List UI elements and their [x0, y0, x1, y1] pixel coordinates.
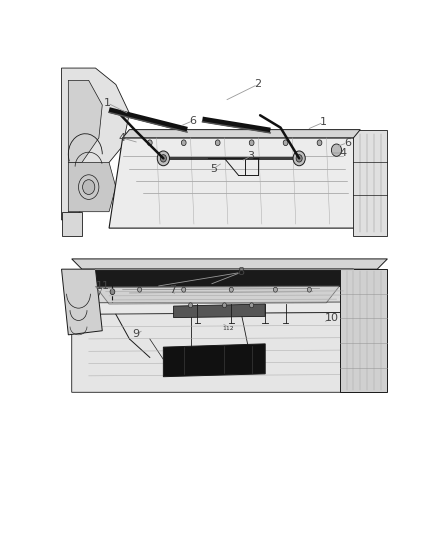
Polygon shape [109, 138, 367, 228]
Text: 9: 9 [133, 329, 140, 339]
Circle shape [160, 155, 166, 162]
Circle shape [249, 140, 254, 146]
Text: 11: 11 [96, 281, 110, 292]
Text: 3: 3 [247, 151, 254, 161]
Circle shape [138, 287, 141, 292]
Polygon shape [95, 286, 353, 303]
Circle shape [296, 155, 302, 162]
Polygon shape [61, 269, 102, 335]
Circle shape [188, 303, 193, 308]
Circle shape [250, 303, 254, 308]
Text: 7: 7 [170, 285, 177, 295]
Text: 1: 1 [320, 117, 327, 127]
Text: 8: 8 [237, 268, 244, 278]
Polygon shape [72, 286, 381, 315]
Circle shape [317, 140, 322, 146]
Circle shape [157, 151, 170, 166]
Text: 4: 4 [118, 133, 126, 143]
Text: 2: 2 [254, 79, 261, 90]
Polygon shape [353, 130, 387, 236]
Text: 6: 6 [344, 138, 351, 148]
Text: 6: 6 [190, 116, 197, 126]
Polygon shape [72, 312, 381, 392]
Polygon shape [72, 259, 387, 269]
Circle shape [307, 287, 311, 292]
Circle shape [229, 287, 233, 292]
Circle shape [273, 287, 277, 292]
Circle shape [223, 303, 226, 308]
Polygon shape [340, 269, 387, 392]
Circle shape [181, 140, 186, 146]
Circle shape [110, 289, 115, 295]
Circle shape [293, 151, 305, 166]
Polygon shape [61, 212, 82, 236]
Polygon shape [95, 286, 340, 304]
Circle shape [83, 180, 95, 195]
Polygon shape [61, 68, 130, 220]
Text: 5: 5 [210, 164, 217, 174]
Circle shape [182, 287, 186, 292]
Circle shape [332, 144, 342, 156]
Text: 1: 1 [104, 98, 111, 108]
Polygon shape [163, 344, 265, 377]
Polygon shape [123, 130, 360, 138]
Polygon shape [68, 163, 116, 212]
Circle shape [215, 140, 220, 146]
Text: 4: 4 [339, 148, 346, 158]
Polygon shape [68, 80, 102, 163]
Text: 10: 10 [325, 313, 339, 324]
Circle shape [283, 140, 288, 146]
Polygon shape [173, 304, 265, 318]
Text: ₁₁₂: ₁₁₂ [223, 322, 234, 333]
Polygon shape [95, 269, 353, 288]
Circle shape [148, 140, 152, 146]
